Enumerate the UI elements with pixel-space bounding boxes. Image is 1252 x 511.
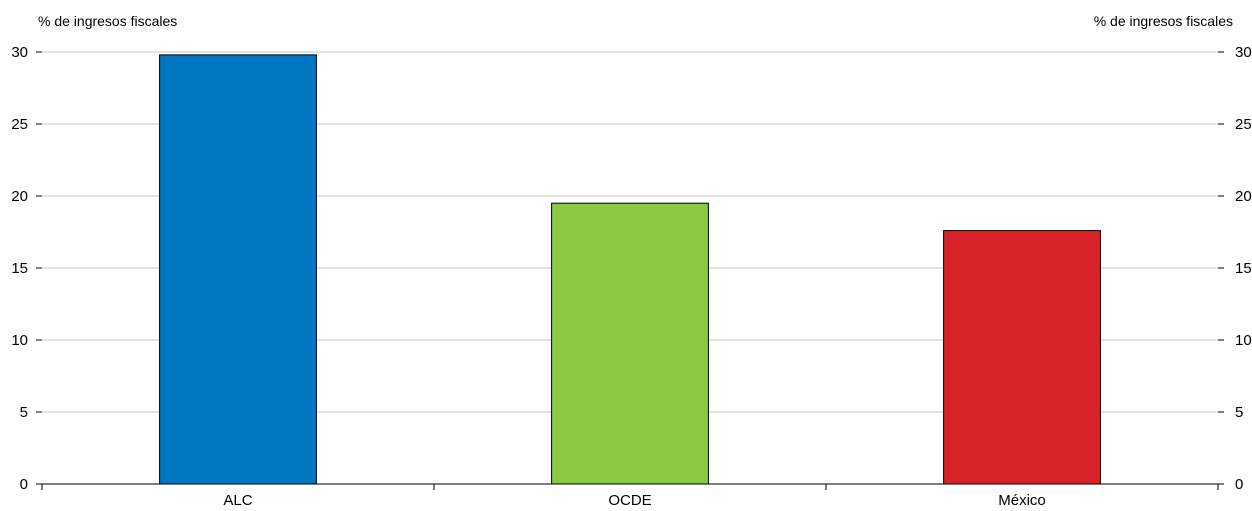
right-axis-unit-label: % de ingresos fiscales: [1094, 13, 1233, 29]
left-tick-label: 30: [11, 44, 28, 61]
left-tick-label: 10: [11, 332, 28, 349]
bar-alc: [159, 54, 317, 485]
right-tick-label: 15: [1235, 260, 1252, 277]
left-axis-ticks: 0 5 10 15 20 25 30: [11, 44, 42, 493]
category-label: México: [998, 492, 1046, 509]
left-tick-label: 15: [11, 260, 28, 277]
left-tick-label: 20: [11, 188, 28, 205]
bars: [159, 54, 1101, 485]
left-tick-label: 5: [20, 404, 28, 421]
left-tick-label: 0: [20, 476, 28, 493]
right-tick-label: 5: [1235, 404, 1243, 421]
right-axis-ticks: 0 5 10 15 20 25 30: [1218, 44, 1252, 493]
right-tick-label: 0: [1235, 476, 1243, 493]
right-tick-label: 30: [1235, 44, 1252, 61]
right-tick-label: 25: [1235, 116, 1252, 133]
right-tick-label: 20: [1235, 188, 1252, 205]
left-tick-label: 25: [11, 116, 28, 133]
bar-méxico: [943, 230, 1101, 485]
x-axis: ALC OCDE México: [41, 483, 1219, 509]
category-label: OCDE: [608, 492, 651, 509]
right-tick-label: 10: [1235, 332, 1252, 349]
bar-ocde: [551, 202, 709, 485]
category-label: ALC: [223, 492, 252, 509]
left-axis-unit-label: % de ingresos fiscales: [38, 13, 177, 29]
